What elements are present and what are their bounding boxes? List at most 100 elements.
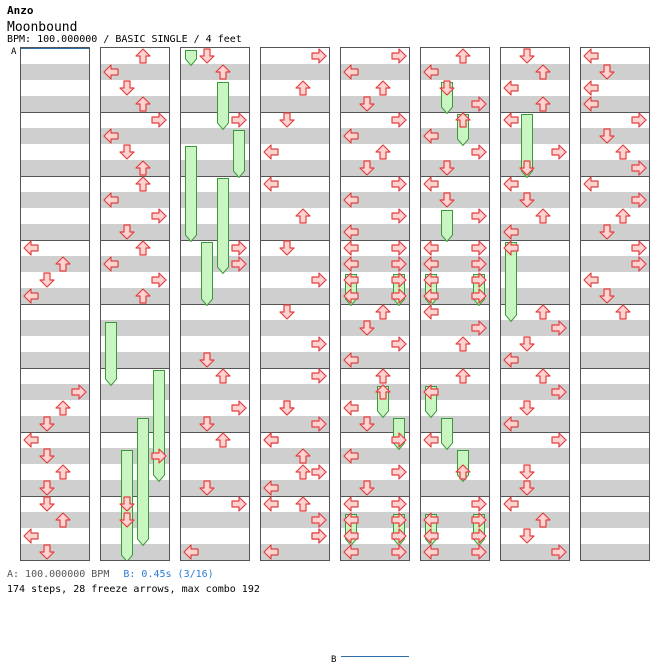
left-arrow-icon <box>503 416 519 432</box>
right-arrow-icon <box>391 112 407 128</box>
measure-line <box>581 368 649 369</box>
beat-stripe <box>181 512 249 528</box>
right-arrow-icon <box>231 240 247 256</box>
up-arrow-icon <box>375 80 391 96</box>
left-arrow-icon <box>583 176 599 192</box>
left-arrow-icon <box>263 544 279 560</box>
beat-stripe <box>341 384 409 400</box>
up-arrow-icon <box>375 144 391 160</box>
beat-stripe <box>581 352 649 368</box>
beat-stripe <box>261 128 329 144</box>
right-arrow-icon <box>471 256 487 272</box>
up-arrow-icon <box>455 112 471 128</box>
left-arrow-icon <box>343 544 359 560</box>
measure-line <box>21 304 89 305</box>
left-arrow-icon <box>343 64 359 80</box>
down-arrow-icon <box>199 352 215 368</box>
left-arrow-icon <box>583 80 599 96</box>
measure-column <box>180 47 250 561</box>
beat-stripe <box>261 416 329 432</box>
right-arrow-icon <box>391 256 407 272</box>
left-arrow-icon <box>263 480 279 496</box>
left-arrow-icon <box>423 272 439 288</box>
measure-line <box>581 496 649 497</box>
right-arrow-icon <box>391 272 407 288</box>
freeze-arrow <box>233 130 245 179</box>
right-arrow-icon <box>471 288 487 304</box>
down-arrow-icon <box>359 96 375 112</box>
measure-line <box>101 112 169 113</box>
measure-line <box>21 432 89 433</box>
down-arrow-icon <box>39 480 55 496</box>
beat-stripe <box>181 160 249 176</box>
up-arrow-icon <box>215 368 231 384</box>
up-arrow-icon <box>535 304 551 320</box>
right-arrow-icon <box>631 256 647 272</box>
measure-column <box>580 47 650 561</box>
freeze-arrow <box>441 418 453 451</box>
measure-line <box>341 112 409 113</box>
down-arrow-icon <box>199 480 215 496</box>
measure-line <box>21 176 89 177</box>
right-arrow-icon <box>311 48 327 64</box>
left-arrow-icon <box>503 352 519 368</box>
right-arrow-icon <box>391 432 407 448</box>
left-arrow-icon <box>583 96 599 112</box>
right-arrow-icon <box>471 208 487 224</box>
up-arrow-icon <box>55 464 71 480</box>
right-arrow-icon <box>631 192 647 208</box>
beat-stripe <box>341 448 409 464</box>
left-arrow-icon <box>423 240 439 256</box>
beat-stripe <box>501 448 569 464</box>
beat-stripe <box>501 480 569 496</box>
up-arrow-icon <box>135 160 151 176</box>
right-arrow-icon <box>391 176 407 192</box>
section-marker-label: A <box>11 47 17 57</box>
measure-line <box>101 496 169 497</box>
beat-stripe <box>581 416 649 432</box>
left-arrow-icon <box>343 288 359 304</box>
beat-stripe <box>181 192 249 208</box>
up-arrow-icon <box>135 176 151 192</box>
beat-stripe <box>421 512 489 528</box>
beat-stripe <box>261 224 329 240</box>
right-arrow-icon <box>391 528 407 544</box>
up-arrow-icon <box>215 432 231 448</box>
right-arrow-icon <box>311 464 327 480</box>
right-arrow-icon <box>391 240 407 256</box>
down-arrow-icon <box>359 416 375 432</box>
section-marker-line <box>21 48 89 49</box>
right-arrow-icon <box>391 512 407 528</box>
right-arrow-icon <box>231 400 247 416</box>
down-arrow-icon <box>519 160 535 176</box>
beat-stripe <box>581 192 649 208</box>
left-arrow-icon <box>343 528 359 544</box>
bpm-b-label: B: 0.45s (3/16) <box>123 569 214 580</box>
right-arrow-icon <box>471 528 487 544</box>
beat-stripe <box>581 256 649 272</box>
beat-stripe <box>341 416 409 432</box>
up-arrow-icon <box>135 288 151 304</box>
beat-stripe <box>261 512 329 528</box>
beat-stripe <box>341 96 409 112</box>
freeze-arrow <box>505 242 517 323</box>
beat-stripe <box>21 160 89 176</box>
right-arrow-icon <box>551 144 567 160</box>
measure-line <box>341 496 409 497</box>
beat-stripe <box>181 288 249 304</box>
beat-stripe <box>181 320 249 336</box>
beat-stripe <box>581 512 649 528</box>
down-arrow-icon <box>359 480 375 496</box>
chart-stats: 174 steps, 28 freeze arrows, max combo 1… <box>7 584 260 595</box>
right-arrow-icon <box>311 416 327 432</box>
up-arrow-icon <box>295 80 311 96</box>
section-marker-line <box>341 656 409 657</box>
measure-line <box>581 432 649 433</box>
beat-stripe <box>181 448 249 464</box>
beat-stripe <box>181 480 249 496</box>
beat-stripe <box>581 480 649 496</box>
up-arrow-icon <box>295 448 311 464</box>
measure-line <box>581 240 649 241</box>
left-arrow-icon <box>263 176 279 192</box>
down-arrow-icon <box>199 416 215 432</box>
